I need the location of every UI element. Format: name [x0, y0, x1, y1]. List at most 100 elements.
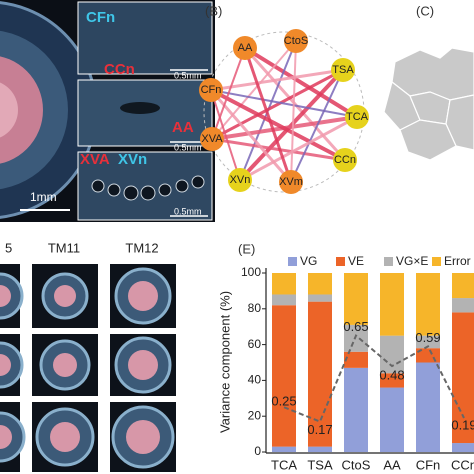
sample-label: TM12 [125, 240, 158, 255]
network-edge [243, 46, 359, 119]
bar-segment [452, 443, 474, 452]
network-edge [243, 47, 347, 161]
x-tick-label: CtoS [342, 457, 371, 472]
legend-swatch [432, 257, 441, 266]
bar-segment [344, 351, 368, 368]
y-tick-label: 40 [248, 373, 262, 387]
bar-segment [344, 324, 368, 352]
heritability-line [283, 334, 465, 423]
legend-label: VG [300, 254, 317, 268]
legend-label: Error [444, 254, 471, 268]
bar-segment [308, 294, 332, 302]
legend-label: VG×E [396, 254, 428, 268]
scale-label: 0.5mm [174, 142, 202, 152]
heritability-label: 0.48 [379, 368, 404, 383]
node-label: XVm [279, 176, 303, 188]
microscopy-a: CFn CCn AA XVA XVn 0.5mm 0.5mm 0.5mm 1mm [0, 0, 215, 222]
network-edge [211, 40, 297, 140]
panel-label: (C) [416, 3, 434, 18]
x-tick-label: TCA [271, 457, 297, 472]
network-edge [211, 68, 344, 141]
y-tick-label: 100 [241, 265, 261, 279]
network-edge [211, 47, 246, 140]
network-edge [290, 40, 297, 183]
network-node [228, 168, 252, 192]
bar-segment [272, 305, 296, 447]
node-label: XVn [230, 174, 251, 186]
network-node [200, 127, 224, 151]
network-node [279, 170, 303, 194]
label-cfn: CFn [86, 9, 115, 26]
panel-label: (B) [205, 3, 222, 18]
label-aa: AA [172, 119, 194, 136]
scale-label: 0.5mm [174, 206, 202, 216]
bar-segment [308, 301, 332, 447]
network-node [199, 78, 223, 102]
network-node [331, 58, 355, 82]
network-edge [210, 68, 344, 92]
legend-label: VE [348, 254, 364, 268]
network-edge [239, 115, 358, 182]
bar-segment [308, 446, 332, 452]
bar-segment [416, 335, 440, 349]
y-tick-label: 0 [254, 444, 261, 458]
network-node [284, 29, 308, 53]
legend-swatch [288, 257, 297, 266]
network-edge [290, 69, 344, 183]
scale-label: 1mm [30, 190, 57, 204]
map [383, 47, 474, 161]
bar-segment [452, 298, 474, 313]
label-xvn: XVn [118, 151, 147, 168]
heritability-label: 0.65 [343, 319, 368, 334]
bar-segment [452, 273, 474, 299]
y-tick-label: 20 [248, 408, 262, 422]
legend-swatch [336, 257, 345, 266]
node-label: AA [238, 42, 253, 54]
network: AA CtoS TSA TCA CCn XVm XVn XVA CFn [199, 29, 369, 194]
node-label: CFn [201, 84, 222, 96]
x-tick-label: AA [383, 457, 401, 472]
node-label: TCA [346, 111, 369, 123]
heritability-label: 0.25 [271, 394, 296, 409]
microscopy-d: 5 TM11 TM12 [0, 240, 176, 472]
bar-segment [272, 446, 296, 452]
bar-segment [308, 273, 332, 295]
bar-segment [416, 273, 440, 336]
x-tick-label: TSA [307, 457, 333, 472]
panel-label: (E) [238, 241, 255, 256]
node-label: XVA [201, 133, 223, 145]
heritability-label: 0.59 [415, 330, 440, 345]
heritability-label: 0.17 [307, 422, 332, 437]
sample-label: 5 [5, 240, 12, 255]
sample-label: TM11 [48, 240, 80, 255]
x-tick-label: CFn [416, 457, 441, 472]
y-tick-label: 80 [248, 301, 262, 315]
node-label: CCn [334, 154, 356, 166]
bar-segment [452, 312, 474, 444]
bar-segment [416, 362, 440, 452]
network-node [333, 148, 357, 172]
y-tick-label: 60 [248, 337, 262, 351]
heritability-label: 0.19 [451, 417, 474, 432]
x-tick-label: CCn [451, 457, 474, 472]
bar-segment [380, 273, 404, 336]
network-node [345, 105, 369, 129]
network-edge [210, 89, 241, 181]
network-edge [210, 88, 346, 162]
bar-segment [380, 387, 404, 452]
bar-segment [380, 373, 404, 388]
legend-swatch [384, 257, 393, 266]
label-ccn: CCn [104, 61, 135, 78]
scale-label: 0.5mm [174, 70, 202, 80]
label-xva: XVA [80, 151, 110, 168]
chart-e: 0 20 40 60 80 100 TCA TSA CtoS AA CFn CCn VG VE VG×E Er… [241, 254, 474, 472]
network-edge [243, 47, 293, 183]
y-axis-title: Variance component (%) [217, 291, 232, 433]
bar-segment [272, 273, 296, 295]
network-node [233, 36, 257, 60]
node-label: CtoS [284, 35, 308, 47]
bar-segment [272, 294, 296, 306]
bar-segment [344, 273, 368, 325]
network-edge [210, 89, 358, 118]
